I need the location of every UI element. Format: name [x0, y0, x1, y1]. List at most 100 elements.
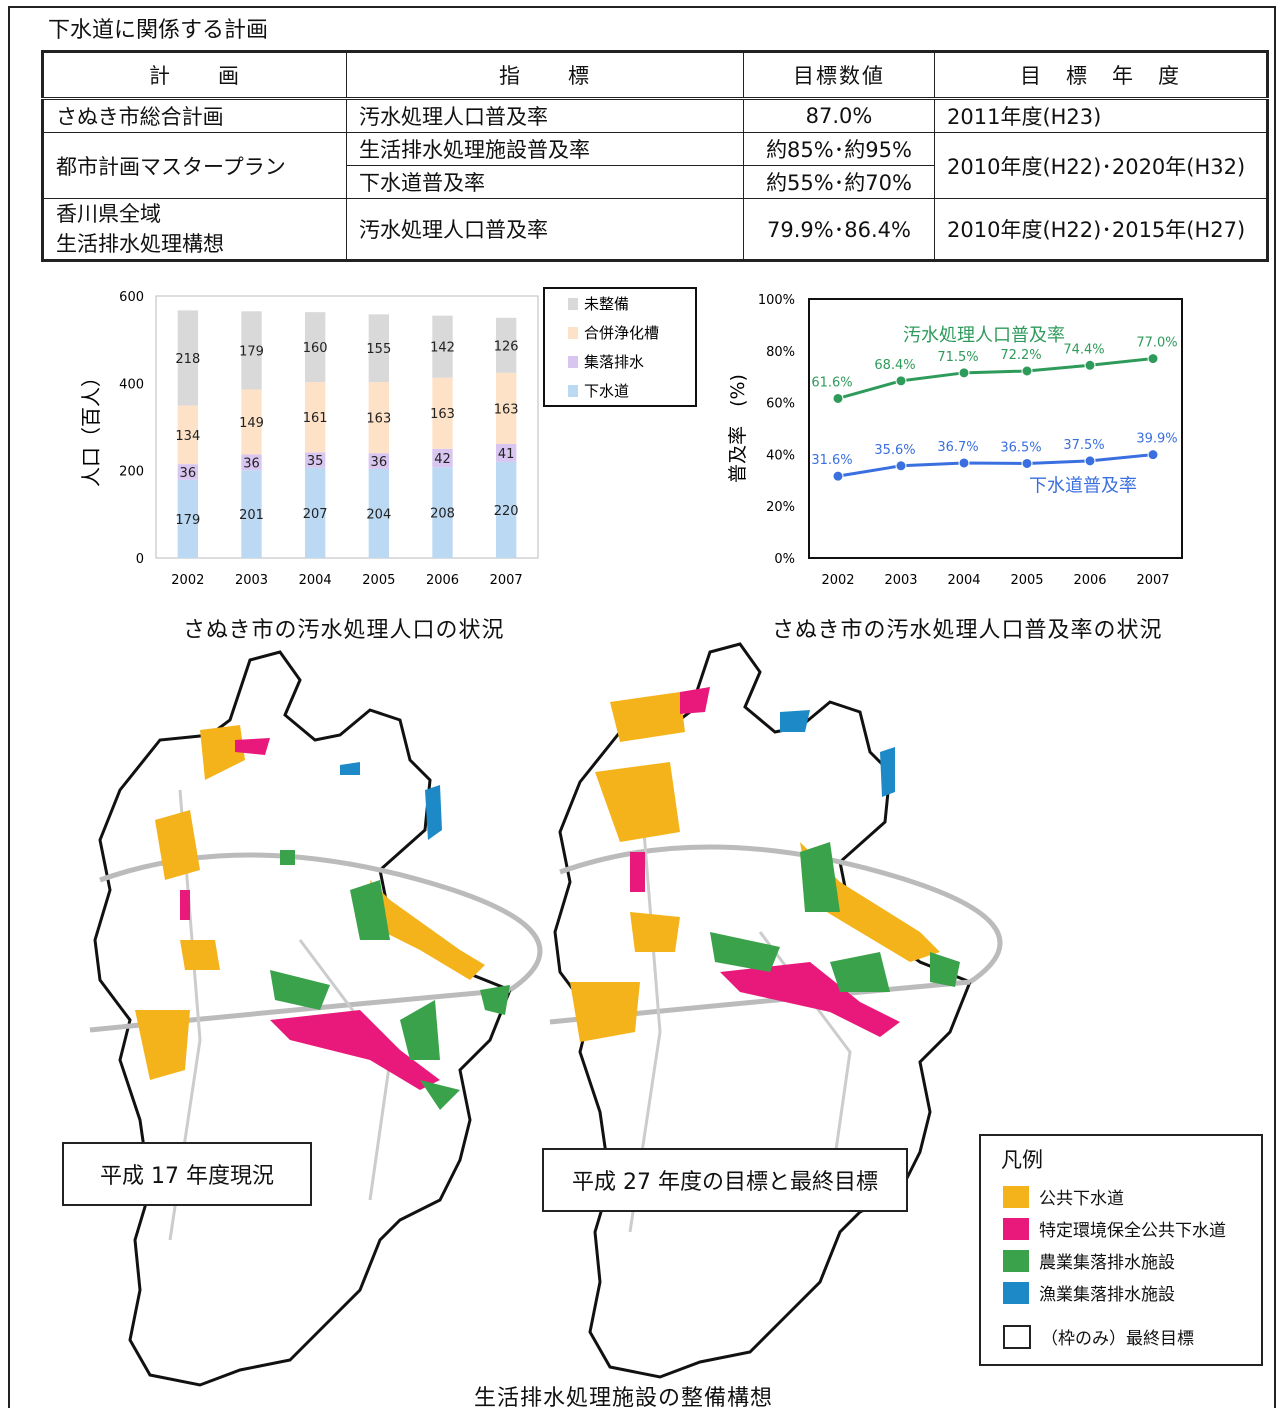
- map-legend: 凡例 公共下水道 特定環境保全公共下水道 農業集落排水施設 漁業集落排水施設 （…: [979, 1134, 1263, 1366]
- legend-swatch-agri-drainage: [1003, 1249, 1029, 1272]
- header-target-value: 目標数値: [743, 51, 935, 100]
- bar-segment: [177, 479, 199, 558]
- header-indicator: 指 標: [346, 51, 744, 100]
- legend-swatch-public-sewer: [1003, 1185, 1029, 1208]
- y-tick-label: 200: [119, 465, 144, 480]
- y-axis-label: 人口（百人）: [79, 367, 103, 487]
- data-label: 41: [498, 447, 515, 462]
- data-label: 208: [430, 507, 455, 522]
- data-label: 149: [239, 416, 264, 431]
- data-label: 31.6%: [811, 453, 852, 468]
- map-heisei-17: [89, 650, 543, 1387]
- data-label: 201: [239, 508, 264, 523]
- cell-value: 約85%･約95%: [743, 132, 935, 166]
- legend-item: 公共下水道: [1003, 1184, 1124, 1209]
- bar-segment: [495, 317, 517, 373]
- bar-segment: [177, 405, 199, 465]
- bar-segment: [304, 452, 326, 468]
- y-tick-label: 80%: [766, 345, 795, 360]
- data-label: 74.4%: [1063, 342, 1104, 357]
- legend-swatch-fishery-drainage: [1003, 1281, 1029, 1304]
- x-tick-label: 2006: [426, 573, 459, 588]
- data-label: 207: [303, 507, 328, 522]
- series-point: [958, 457, 970, 469]
- x-tick-label: 2002: [821, 573, 854, 588]
- map-label-heisei-27: 平成 27 年度の目標と最終目標: [542, 1148, 908, 1212]
- x-tick-label: 2003: [235, 573, 268, 588]
- legend-label: 下水道: [584, 382, 629, 400]
- bar-segment: [495, 372, 517, 445]
- legend-swatch: [568, 385, 578, 397]
- data-label: 77.0%: [1136, 336, 1177, 351]
- page-frame: [8, 6, 1276, 1408]
- data-label: 37.5%: [1063, 438, 1104, 453]
- bar-segment: [368, 314, 390, 383]
- header-plan: 計 画: [42, 51, 347, 100]
- table-header-row: 計 画 指 標 目標数値 目 標 年 度: [42, 51, 1268, 100]
- plot-area: [808, 298, 1183, 559]
- x-tick-label: 2002: [171, 573, 204, 588]
- data-label: 35: [307, 454, 324, 469]
- table-row: さぬき市総合計画 汚水処理人口普及率 87.0% 2011年度(H23): [42, 98, 1268, 133]
- legend-label: 集落排水: [584, 353, 644, 371]
- legend-swatch-special-env-sewer: [1003, 1217, 1029, 1240]
- cell-indicator: 汚水処理人口普及率: [346, 198, 744, 261]
- bar-segment: [495, 461, 517, 558]
- x-tick-label: 2006: [1073, 573, 1106, 588]
- legend-title: 凡例: [1001, 1148, 1043, 1172]
- data-label: 204: [366, 507, 391, 522]
- data-label: 142: [430, 341, 455, 356]
- series-point: [958, 367, 970, 379]
- series-point: [1147, 353, 1159, 365]
- legend-item: 農業集落排水施設: [1003, 1248, 1175, 1273]
- data-label: 126: [494, 339, 519, 354]
- series-point: [895, 375, 907, 387]
- table-row: 下水道普及率 約55%･約70%: [43, 165, 1268, 199]
- legend-label: 未整備: [584, 295, 629, 313]
- cell-plan: さぬき市総合計画: [42, 98, 347, 133]
- cell-plan-line2: 生活排水処理構想: [56, 232, 224, 256]
- series-point: [832, 392, 844, 404]
- legend-label: 合併浄化槽: [584, 324, 659, 342]
- table-row: 香川県全域 生活排水処理構想 汚水処理人口普及率 79.9%･86.4% 2010…: [42, 198, 1268, 261]
- bar-segment: [241, 470, 262, 558]
- data-label: 36: [243, 456, 260, 471]
- cell-value: 87.0%: [743, 98, 935, 133]
- bar-segment: [304, 467, 326, 558]
- bar-segment: [432, 315, 453, 378]
- series-line: [837, 453, 1154, 478]
- legend-swatch-frame-only: [1003, 1324, 1031, 1349]
- series-point: [1021, 457, 1033, 469]
- cell-value: 79.9%･86.4%: [743, 198, 935, 261]
- legend-item: 特定環境保全公共下水道: [1003, 1216, 1226, 1241]
- cell-indicator: 下水道普及率: [346, 165, 744, 199]
- coverage-line-chart: 0% 20% 40% 60% 80% 100% 普及率 (%) 2002 2003 2004 200…: [727, 293, 1183, 588]
- data-label: 72.2%: [1000, 348, 1041, 363]
- series-point: [1084, 359, 1096, 371]
- data-label: 71.5%: [937, 350, 978, 365]
- data-label: 179: [175, 513, 200, 528]
- plan-table: 計 画 指 標 目標数値 目 標 年 度 さぬき市総合計画 汚水処理人口普及率 …: [41, 50, 1269, 262]
- caption-bar-chart: さぬき市の汚水処理人口の状況: [183, 618, 505, 643]
- data-label: 161: [303, 411, 328, 426]
- y-tick-label: 600: [119, 290, 144, 305]
- legend-swatch: [568, 298, 578, 310]
- y-tick-label: 20%: [766, 500, 795, 515]
- data-label: 39.9%: [1136, 432, 1177, 447]
- legend-label: 漁業集落排水施設: [1039, 1285, 1175, 1305]
- x-tick-label: 2007: [1136, 573, 1169, 588]
- data-label: 160: [303, 341, 328, 356]
- data-label: 36: [371, 455, 388, 470]
- bar-segment: [177, 464, 199, 480]
- series-name-label: 汚水処理人口普及率: [903, 325, 1065, 346]
- series-name-label: 下水道普及率: [1029, 475, 1137, 496]
- cell-indicator: 汚水処理人口普及率: [346, 98, 744, 133]
- bar-segment: [241, 454, 262, 471]
- bar-segment: [241, 389, 262, 455]
- legend-item: 漁業集落排水施設: [1003, 1280, 1175, 1305]
- bar-segment: [304, 382, 326, 453]
- bar-segment: [432, 467, 453, 558]
- bar-segment: [177, 310, 199, 406]
- cell-value: 約55%･約70%: [743, 165, 935, 199]
- map-heisei-27: [549, 642, 1003, 1379]
